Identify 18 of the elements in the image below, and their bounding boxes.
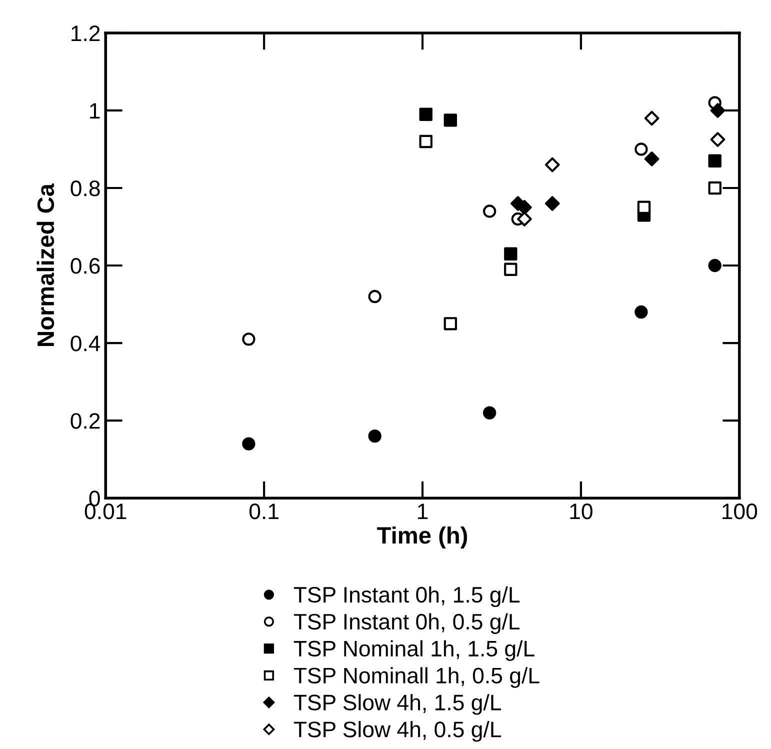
y-tick-label: 0.4 [70, 336, 100, 352]
y-axis-title: Normalized Ca [36, 183, 54, 346]
legend-label: TSP Slow 4h, 0.5 g/L [294, 721, 502, 742]
y-tick-label: 0.6 [70, 258, 100, 274]
x-tick-label: 100 [722, 504, 758, 520]
y-tick-label: 0.8 [70, 180, 100, 196]
legend-label: TSP Nominall 1h, 0.5 g/L [294, 667, 540, 688]
x-tick-label: 10 [570, 504, 592, 520]
x-axis-title: Time (h) [377, 526, 468, 548]
y-tick-label: 0.2 [70, 413, 100, 429]
x-tick-label: 0.1 [249, 504, 278, 520]
legend-label: TSP Slow 4h, 1.5 g/L [294, 694, 502, 715]
y-tick-label: 1 [90, 103, 100, 119]
legend-label: TSP Instant 0h, 1.5 g/L [294, 586, 520, 608]
legend-label: TSP Instant 0h, 0.5 g/L [294, 613, 520, 634]
legend-label: TSP Nominal 1h, 1.5 g/L [294, 640, 534, 661]
y-tick-label: 1.2 [72, 25, 100, 42]
x-tick-label: 1 [418, 504, 428, 520]
